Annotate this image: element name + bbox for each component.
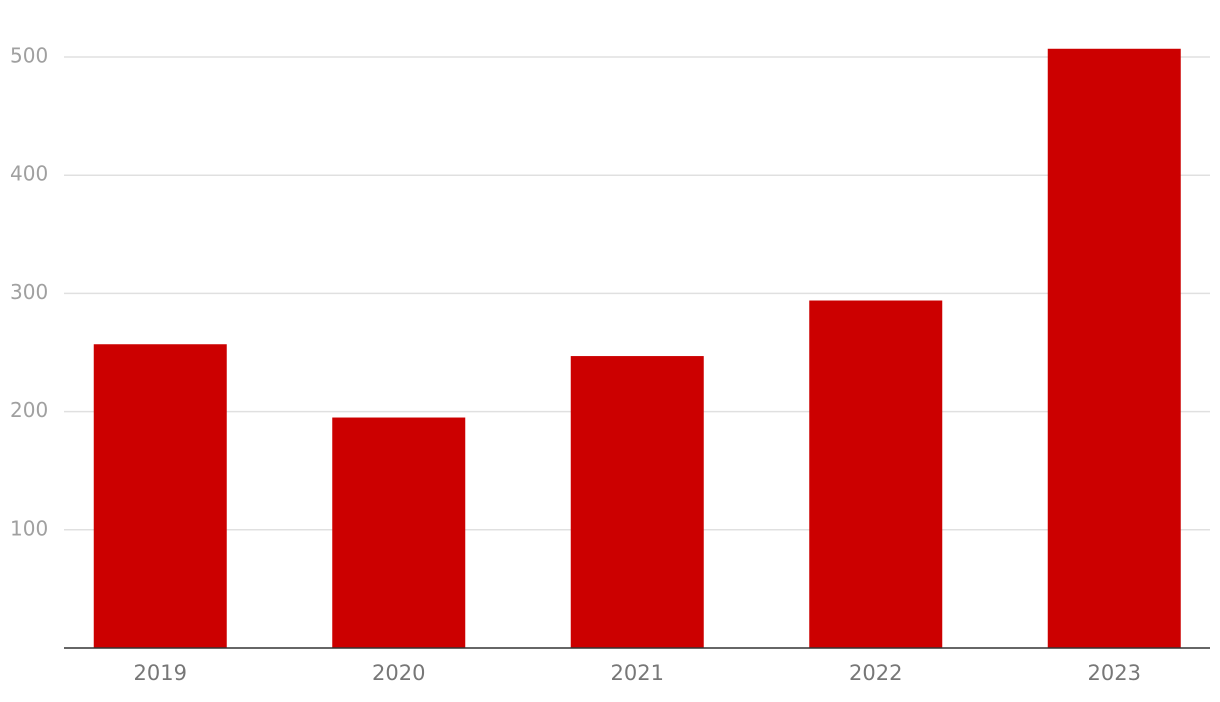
y-tick-label: 200 bbox=[10, 398, 48, 422]
y-tick-label: 100 bbox=[10, 516, 48, 540]
bar bbox=[332, 417, 466, 648]
y-tick-label: 300 bbox=[10, 280, 48, 304]
x-tick-label: 2023 bbox=[1088, 661, 1141, 685]
bar bbox=[570, 356, 704, 648]
x-tick-label: 2020 bbox=[372, 661, 425, 685]
bar bbox=[1047, 48, 1181, 648]
bar bbox=[93, 344, 227, 648]
x-tick-label: 2019 bbox=[134, 661, 187, 685]
y-tick-label: 500 bbox=[10, 44, 48, 68]
x-tick-label: 2021 bbox=[611, 661, 664, 685]
bar bbox=[809, 300, 943, 648]
y-tick-label: 400 bbox=[10, 162, 48, 186]
x-tick-label: 2022 bbox=[849, 661, 902, 685]
